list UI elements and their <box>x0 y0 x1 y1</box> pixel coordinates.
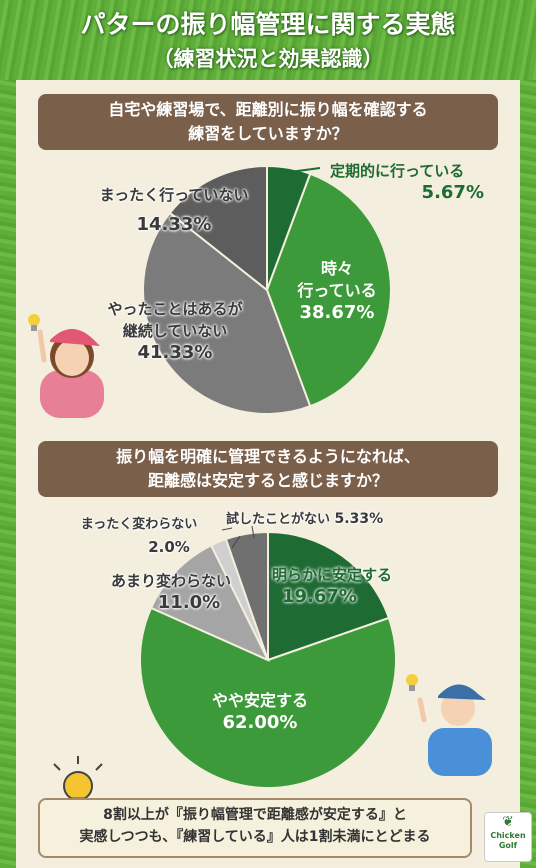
grass-header-background <box>0 0 536 80</box>
label-c1-teiki-text: 定期的に行っている <box>330 162 465 180</box>
label-c2-tameshi-text: 試したことがない <box>226 512 331 527</box>
woman-illustration <box>28 314 104 418</box>
label-c2-yaya-pct: 62.00% <box>222 712 298 733</box>
label-c2-amari-pct: 11.0% <box>157 592 221 613</box>
label-c1-keizoku-line1: やったことはあるが <box>107 300 243 318</box>
question-2-line1: 振り幅を明確に管理できるようになれば、 <box>116 447 420 466</box>
grass-border-right <box>520 80 536 868</box>
grass-border-left <box>0 80 16 868</box>
leader-line-mattaku-2b <box>231 535 241 549</box>
label-c2-akiraka: 明らかに安定する 19.67% <box>272 564 442 608</box>
pie-slice-pie2-4 <box>224 530 269 661</box>
label-c2-yaya-text: やや安定する <box>211 691 308 710</box>
brand-logo: ❦ Chicken Golf <box>484 812 532 862</box>
pie-slice-pie1-3 <box>168 164 268 293</box>
label-c2-akiraka-text: 明らかに安定する <box>272 566 393 584</box>
label-c1-keizoku-pct: 41.33% <box>137 342 213 363</box>
question-2-line2: 距離感は安定すると感じますか？ <box>147 471 388 490</box>
label-c1-mattaku: まったく行っていない 14.33% <box>84 184 264 236</box>
label-c1-tokidoki-line1: 時々 <box>320 259 353 278</box>
label-c1-tokidoki-line2: 行っている <box>297 281 377 300</box>
summary-line1: 8割以上が『振り幅管理で距離感が安定する』と <box>103 807 407 823</box>
leader-line-teiki <box>289 167 321 173</box>
question-1-line1: 自宅や練習場で、距離別に振り幅を確認する <box>108 100 428 119</box>
label-c2-tameshi: 試したことがない 5.33% <box>226 508 426 531</box>
logo-leaf-icon: ❦ <box>502 814 514 830</box>
label-c1-teiki: 定期的に行っている 5.67% <box>330 160 500 204</box>
label-c2-tameshi-pct: 5.33% <box>334 511 384 527</box>
label-c1-keizoku-line2: 継続していない <box>122 322 228 340</box>
logo-line1: Chicken <box>490 831 526 840</box>
label-c1-keizoku: やったことはあるが 継続していない 41.33% <box>90 298 260 364</box>
label-c2-amari: あまり変わらない 11.0% <box>96 570 246 614</box>
label-c1-tokidoki: 時々 行っている 38.67% <box>282 258 392 324</box>
label-c1-tokidoki-pct: 38.67% <box>299 302 375 323</box>
label-c2-mattaku-text: まったく変わらない <box>80 517 198 532</box>
label-c2-amari-text: あまり変わらない <box>110 572 231 590</box>
label-c1-teiki-pct: 5.67% <box>421 182 484 203</box>
summary-box: 8割以上が『振り幅管理で距離感が安定する』と 実感しつつも、『練習している』人は… <box>38 798 472 858</box>
leader-line-mattaku-2 <box>221 527 233 531</box>
man-illustration <box>406 674 492 776</box>
label-c2-akiraka-pct: 19.67% <box>282 586 357 607</box>
question-1-box: 自宅や練習場で、距離別に振り幅を確認する 練習をしていますか？ <box>38 94 498 150</box>
label-c1-mattaku-text: まったく行っていない <box>99 186 249 204</box>
logo-line2: Golf <box>498 841 518 850</box>
summary-line2: 実感しつつも、『練習している』人は1割未満にとどまる <box>79 829 431 845</box>
pie-chart-2 <box>139 530 397 789</box>
label-c2-mattaku-pct: 2.0% <box>148 538 190 556</box>
label-c2-mattaku: まったく変わらない 2.0% <box>54 514 224 558</box>
label-c1-mattaku-pct: 14.33% <box>136 214 212 235</box>
question-2-box: 振り幅を明確に管理できるようになれば、 距離感は安定すると感じますか？ <box>38 441 498 497</box>
leader-line-tameshi <box>251 525 255 539</box>
title-line2: （練習状況と効果認識） <box>152 47 384 71</box>
pie-chart-1 <box>142 164 392 415</box>
pie-slice-pie2-2 <box>149 543 271 663</box>
pie-slice-pie2-1 <box>139 606 397 789</box>
question-1-line2: 練習をしていますか？ <box>188 124 348 143</box>
title-line1: パターの振り幅管理に関する実態 <box>80 10 456 39</box>
pie-slice-pie1-2 <box>142 211 312 415</box>
label-c2-yaya: やや安定する 62.00% <box>190 690 330 734</box>
page-title: パターの振り幅管理に関する実態 （練習状況と効果認識） <box>0 8 536 76</box>
pie-slice-pie1-1 <box>265 172 392 408</box>
